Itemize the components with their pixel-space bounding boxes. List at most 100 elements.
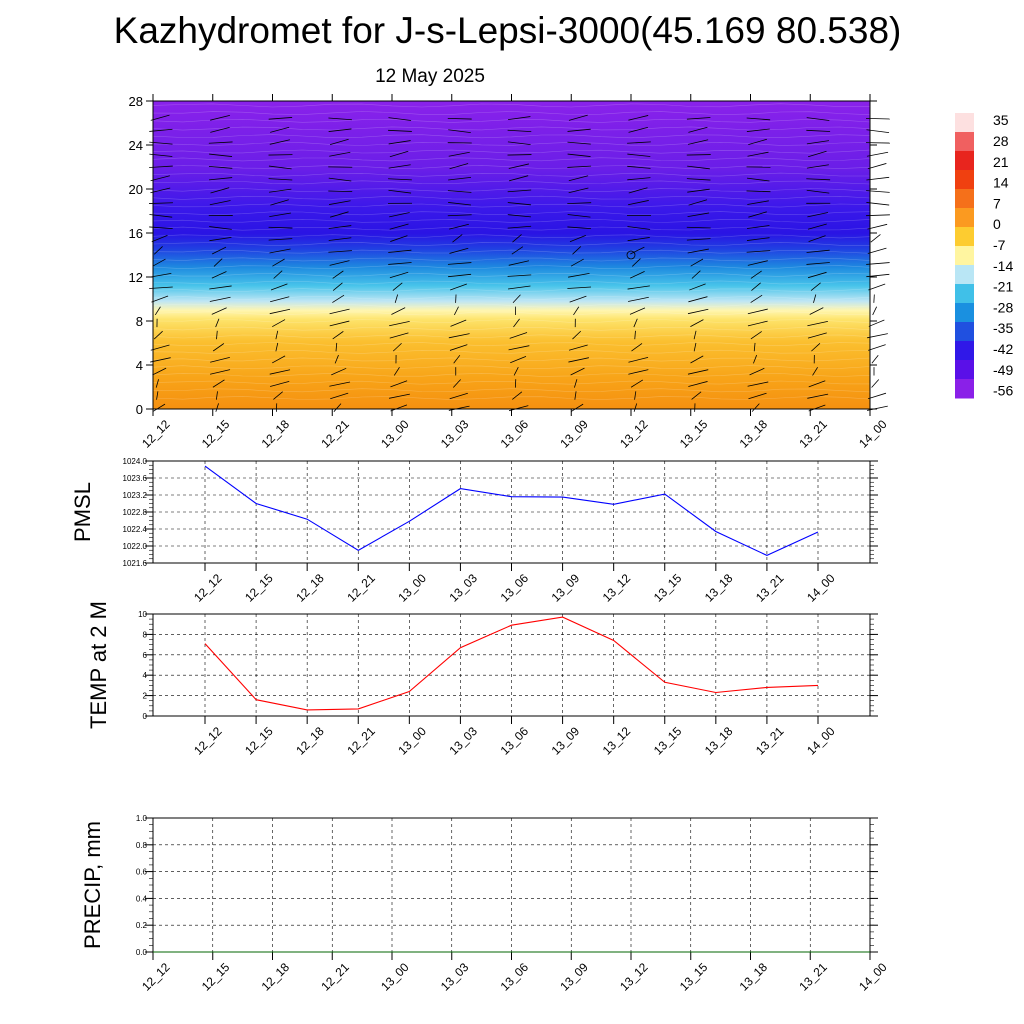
x-tick-label: 12_12 <box>139 417 173 451</box>
contour-line <box>152 226 871 231</box>
wind-barb <box>746 177 770 182</box>
chart-title: Kazhydromet for J-s-Lepsi-3000(45.169 80… <box>113 10 902 51</box>
wind-barb <box>152 403 166 412</box>
wind-barb <box>750 270 762 279</box>
wind-barb <box>688 199 708 206</box>
wind-barb <box>212 379 225 388</box>
contour-line <box>152 134 871 139</box>
wind-barb <box>751 403 760 412</box>
wind-barb <box>389 271 409 279</box>
wind-barb <box>329 308 350 315</box>
x-tick-label: 13_09 <box>557 417 591 451</box>
wind-barb <box>391 307 406 315</box>
contour-line <box>152 195 871 200</box>
wind-barb <box>867 223 888 230</box>
wind-barb <box>213 258 223 267</box>
contour-line <box>152 172 870 177</box>
contour-line <box>152 349 871 354</box>
wind-barb <box>513 367 519 376</box>
wind-barb <box>507 141 531 146</box>
wind-barb <box>507 285 531 290</box>
wind-barb <box>394 294 399 303</box>
wind-barb <box>747 260 768 266</box>
wind-barb <box>209 296 231 302</box>
wind-barb <box>388 164 411 169</box>
wind-barb <box>507 129 532 133</box>
wind-barb <box>393 367 400 376</box>
wind-barb <box>329 320 350 327</box>
contour-line <box>152 319 871 323</box>
contour-line <box>152 126 871 131</box>
wind-barb <box>748 138 767 145</box>
wind-barb <box>333 403 342 412</box>
wind-barb <box>568 175 589 182</box>
wind-barb <box>750 294 763 303</box>
wind-barb <box>392 282 403 291</box>
contour-line <box>152 242 870 246</box>
wind-barb <box>211 246 227 255</box>
wind-barb <box>328 128 352 132</box>
wind-barb <box>270 199 289 206</box>
contour-line <box>152 157 871 162</box>
wind-barb <box>747 308 768 315</box>
wind-barb <box>272 258 285 267</box>
chart-subtitle: 12 May 2025 <box>375 66 485 87</box>
wind-barb <box>273 391 283 400</box>
wind-barb <box>628 115 649 121</box>
wind-barb <box>507 116 531 121</box>
wind-barb <box>688 296 708 303</box>
wind-barb <box>867 405 888 411</box>
wind-barb <box>691 391 702 400</box>
wind-barb <box>806 178 831 181</box>
wind-barb <box>392 342 402 352</box>
wind-barb <box>328 250 352 253</box>
contour-line <box>152 257 871 262</box>
wind-barb <box>749 367 765 376</box>
wind-barb <box>508 260 530 266</box>
wind-barb <box>215 391 218 400</box>
calm-wind-marker <box>626 250 636 260</box>
wind-barb <box>567 202 592 204</box>
wind-barb <box>334 354 339 364</box>
wind-barb <box>268 165 292 170</box>
wind-barb <box>330 392 349 400</box>
contour-line <box>152 388 871 393</box>
wind-barb <box>686 117 711 120</box>
wind-barb <box>449 392 468 400</box>
wind-barb <box>449 344 468 351</box>
wind-barb <box>686 154 711 156</box>
wind-barb <box>331 367 347 376</box>
wind-barb <box>210 356 230 363</box>
wind-barb <box>687 369 709 375</box>
wind-barb <box>155 379 159 388</box>
wind-barb <box>389 150 409 158</box>
wind-barb <box>215 318 220 328</box>
wind-barb <box>573 306 580 316</box>
wind-barb <box>329 211 349 218</box>
contour-line <box>152 326 871 331</box>
wind-barb <box>746 225 770 229</box>
wind-barb <box>209 153 233 157</box>
wind-barb <box>389 332 409 339</box>
x-tick-label: 13_00 <box>378 417 412 451</box>
wind-barb <box>389 320 410 327</box>
wind-barb <box>746 128 770 132</box>
wind-barb <box>332 294 345 303</box>
wind-barb <box>209 285 232 290</box>
wind-barb <box>507 202 531 206</box>
wind-barb <box>210 115 230 121</box>
wind-barb <box>151 295 169 303</box>
wind-barb <box>151 234 168 243</box>
wind-barb <box>389 212 410 218</box>
wind-barb <box>208 165 233 169</box>
wind-barb <box>871 354 879 364</box>
wind-barb <box>448 202 472 206</box>
wind-barb <box>150 114 170 121</box>
wind-barb <box>211 307 227 315</box>
wind-barb <box>210 187 230 194</box>
wind-barb <box>567 153 591 157</box>
wind-barb <box>806 164 829 169</box>
wind-barb <box>447 214 472 217</box>
wind-barb <box>270 381 290 387</box>
y-tick-label: 24 <box>129 138 143 153</box>
